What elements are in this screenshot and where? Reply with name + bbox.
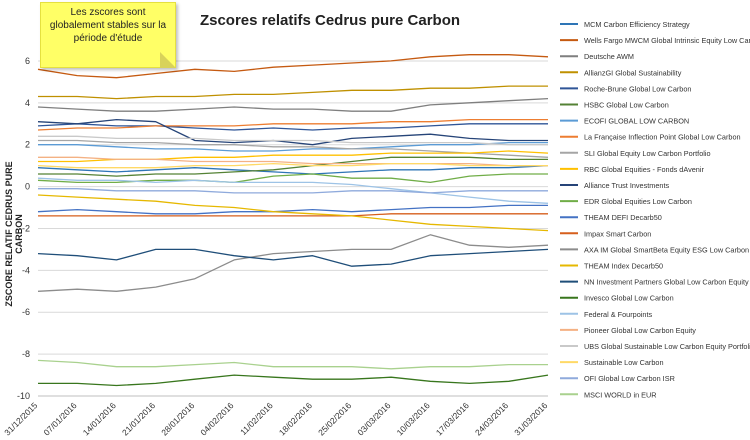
series-line: [38, 188, 548, 194]
series-line: [38, 141, 548, 152]
x-tick-label: 25/02/2016: [316, 400, 353, 437]
series-line: [37, 164, 549, 175]
series-lines: [37, 54, 549, 387]
legend-entry: EDR Global Equities Low Carbon: [584, 197, 692, 206]
x-tick-label: 31/03/2016: [512, 400, 549, 437]
series-line: [38, 135, 548, 146]
x-tick-label: 18/02/2016: [277, 400, 314, 437]
y-tick-label: -4: [22, 265, 30, 275]
gridlines: [38, 60, 548, 397]
legend-entry: RBC Global Equities - Fonds dAvenir: [584, 165, 704, 174]
x-tick-label: 04/02/2016: [198, 400, 235, 437]
series-line: [37, 204, 548, 215]
legend-entry: HSBC Global Low Carbon: [584, 101, 669, 110]
y-tick-label: 6: [25, 56, 30, 66]
legend-entry: Pioneer Global Low Carbon Equity: [584, 326, 696, 335]
y-tick-label: 2: [25, 140, 30, 150]
legend-entry: MCM Carbon Efficiency Strategy: [584, 20, 690, 29]
series-line: [38, 213, 548, 217]
legend-entry: Invesco Global Low Carbon: [584, 294, 674, 303]
y-tick-label: 4: [25, 98, 30, 108]
x-tick-label: 10/03/2016: [395, 400, 432, 437]
legend-entry: UBS Global Sustainable Low Carbon Equity…: [584, 342, 750, 351]
legend-entry: Wells Fargo MWCM Global Intrinsic Equity…: [584, 36, 750, 45]
series-line: [37, 173, 548, 184]
series-line: [38, 85, 548, 100]
y-tick-label: 0: [25, 182, 30, 192]
legend-entry: AllianzGI Global Sustainability: [584, 68, 682, 77]
series-line: [37, 97, 549, 112]
y-tick-label: -6: [22, 307, 30, 317]
series-line: [37, 118, 548, 146]
annotation-sticky-note: Les zscores sont globalement stables sur…: [40, 2, 176, 68]
legend-entry: THEAM DEFI Decarb50: [584, 213, 662, 222]
x-tick-label: 24/03/2016: [473, 400, 510, 437]
y-axis-label: ZSCORE RELATIF CEDRUS PURE CARBON: [4, 161, 24, 307]
legend-entry: ECOFI GLOBAL LOW CARBON: [584, 117, 689, 126]
x-tick-label: 07/01/2016: [41, 400, 78, 437]
legend-entry: La Française Inflection Point Global Low…: [584, 133, 741, 142]
legend-entry: MSCI WORLD in EUR: [584, 390, 657, 399]
series-line: [37, 234, 549, 292]
legend-entry: THEAM Index Decarb50: [584, 262, 663, 271]
series-line: [37, 162, 548, 169]
series-line: [38, 156, 548, 167]
legend: MCM Carbon Efficiency Strategy Wells Farg…: [560, 20, 750, 399]
x-tick-label: 28/01/2016: [159, 400, 196, 437]
series-line: [38, 374, 549, 387]
legend-entry: Impax Smart Carbon: [584, 229, 651, 238]
series-line: [37, 359, 548, 370]
y-tick-label: -10: [17, 391, 30, 401]
x-tick-label: 14/01/2016: [81, 400, 118, 437]
series-line: [37, 194, 549, 232]
legend-entry: AXA IM Global SmartBeta Equity ESG Low C…: [584, 245, 749, 254]
x-tick-label: 03/03/2016: [355, 400, 392, 437]
legend-entry: OFI Global Low Carbon ISR: [584, 374, 675, 383]
y-tick-label: -8: [22, 349, 30, 359]
y-tick-label: -2: [22, 223, 30, 233]
note-fold: [160, 52, 176, 68]
series-line: [38, 156, 548, 177]
series-line: [37, 177, 549, 204]
legend-entry: Alliance Trust Investments: [584, 181, 670, 190]
series-line: [37, 118, 548, 131]
series-line: [37, 248, 549, 267]
legend-entry: SLI Global Equity Low Carbon Portfolio: [584, 149, 711, 158]
legend-entry: NN Investment Partners Global Low Carbon…: [584, 278, 749, 287]
annotation-text: Les zscores sont globalement stables sur…: [49, 7, 167, 44]
legend-entry: Federal & Fourpoints: [584, 310, 652, 319]
series-line: [37, 123, 548, 131]
legend-entry: Roche-Brune Global Low Carbon: [584, 84, 692, 93]
axis: -10 -8 -6 -4 -2 0 2 4 6 31/12/2015 07/01/2016 14/01…: [2, 56, 549, 438]
x-tick-label: 21/01/2016: [120, 400, 157, 437]
x-tick-label: 31/12/2015: [2, 400, 39, 437]
x-tick-label: 11/02/2016: [238, 400, 275, 437]
legend-entry: Deutsche AWM: [584, 52, 634, 61]
x-tick-label: 17/03/2016: [434, 400, 471, 437]
chart-title: Zscores relatifs Cedrus pure Carbon: [199, 12, 461, 29]
legend-entry: Sustainable Low Carbon: [584, 358, 664, 367]
series-line: [37, 54, 549, 79]
